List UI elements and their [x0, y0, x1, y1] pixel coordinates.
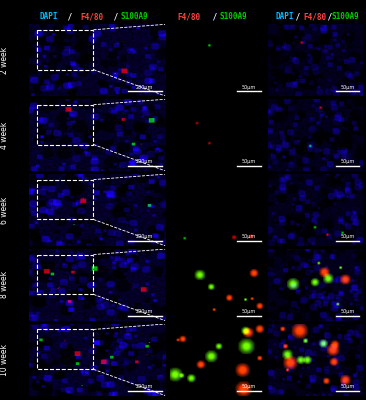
- Text: 50μm: 50μm: [340, 384, 354, 389]
- Text: 4 week: 4 week: [0, 122, 9, 149]
- Text: 50μm: 50μm: [242, 309, 256, 314]
- Bar: [37, 30, 93, 70]
- Text: 50μm: 50μm: [340, 84, 354, 90]
- Text: /: /: [208, 12, 217, 21]
- Text: 50μm: 50μm: [340, 160, 354, 164]
- Text: /: /: [109, 12, 118, 21]
- Text: 6 week: 6 week: [0, 196, 9, 224]
- Text: 200μm: 200μm: [136, 384, 153, 389]
- Text: DAPI: DAPI: [40, 12, 58, 21]
- Text: 200μm: 200μm: [136, 309, 153, 314]
- Text: DAPI: DAPI: [275, 12, 294, 21]
- Text: 200μm: 200μm: [136, 84, 153, 90]
- Text: 50μm: 50μm: [340, 234, 354, 239]
- Text: 50μm: 50μm: [242, 160, 256, 164]
- Text: /: /: [323, 12, 333, 21]
- Text: S100A9: S100A9: [121, 12, 148, 21]
- Text: /: /: [63, 12, 76, 21]
- Text: F4/80: F4/80: [80, 12, 103, 21]
- Text: 50μm: 50μm: [340, 309, 354, 314]
- Text: 200μm: 200μm: [136, 160, 153, 164]
- Bar: [37, 180, 93, 220]
- Text: S100A9: S100A9: [220, 12, 248, 21]
- Text: 200μm: 200μm: [136, 234, 153, 239]
- Text: F4/80: F4/80: [177, 12, 200, 21]
- Text: 10 week: 10 week: [0, 344, 9, 376]
- Bar: [37, 254, 93, 294]
- Text: /: /: [291, 12, 305, 21]
- Bar: [37, 105, 93, 144]
- Text: 50μm: 50μm: [242, 234, 256, 239]
- Text: 50μm: 50μm: [242, 384, 256, 389]
- Text: 8 week: 8 week: [0, 271, 9, 298]
- Text: 2 week: 2 week: [0, 46, 9, 74]
- Bar: [37, 330, 93, 369]
- Text: F4/80: F4/80: [303, 12, 326, 21]
- Text: S100A9: S100A9: [331, 12, 359, 21]
- Text: 50μm: 50μm: [242, 84, 256, 90]
